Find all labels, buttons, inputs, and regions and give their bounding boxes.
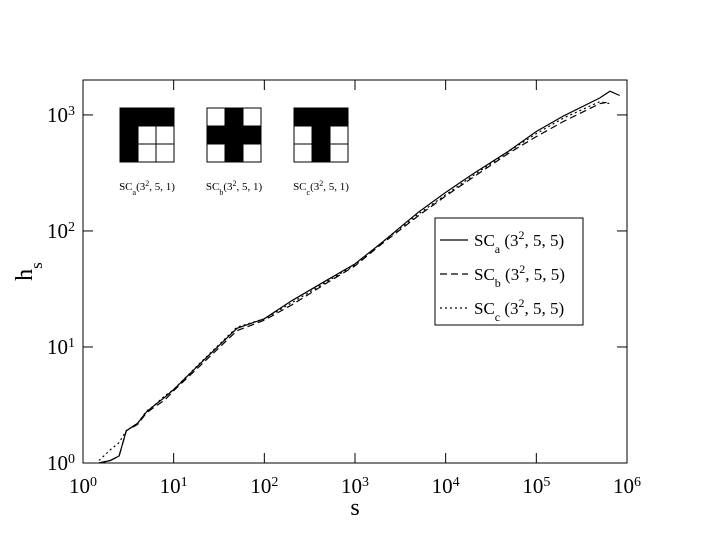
legend-label: SCc (32, 5, 5): [474, 296, 564, 324]
tick-label-exponent: 1: [68, 335, 75, 350]
tick-label: 104: [432, 474, 460, 498]
x-axis-label: s: [350, 495, 359, 521]
legend-label-part: 2: [519, 262, 525, 276]
tick-label-exponent: 0: [90, 475, 97, 490]
legend-label-part: (3: [500, 231, 518, 250]
tick-label-base: 10: [522, 474, 543, 498]
inset-caption-part: 2: [232, 179, 236, 188]
inset-caption: SCb(32, 5, 1): [206, 179, 263, 197]
legend-label-part: a: [495, 242, 501, 256]
y-axis-label-part: s: [27, 262, 46, 269]
inset-caption-part: 2: [145, 179, 149, 188]
legend-label-part: (3: [500, 299, 518, 318]
inset-caption-part: a: [133, 188, 137, 197]
inset-caption-part: , 5, 1): [323, 181, 349, 193]
inset-caption-part: SC: [119, 181, 132, 193]
legend-label-part: (3: [501, 265, 519, 284]
tick-label-base: 10: [47, 103, 68, 127]
tick-label-base: 10: [47, 219, 68, 243]
tick-label-exponent: 5: [543, 475, 550, 490]
legend-box: [434, 217, 584, 326]
series-line: [98, 90, 620, 464]
series-line: [98, 101, 611, 464]
tick-label-base: 10: [69, 474, 90, 498]
tick-label-base: 10: [432, 474, 453, 498]
tick-label: 100: [47, 451, 75, 475]
inset-caption-part: (3: [310, 181, 320, 193]
inset-caption-part: SC: [293, 181, 306, 193]
legend-label-part: c: [495, 310, 500, 324]
tick-label: 100: [69, 474, 97, 498]
tick-label: 101: [47, 335, 75, 359]
legend-label-part: , 5, 5): [525, 265, 565, 284]
inset-caption-part: (3: [223, 181, 233, 193]
tick-label: 105: [522, 474, 550, 498]
tick-label-base: 10: [613, 474, 634, 498]
tick-label: 103: [341, 474, 369, 498]
tick-label-exponent: 1: [181, 475, 188, 490]
inset-caption: SCc(32, 5, 1): [293, 179, 349, 197]
legend-label-part: SC: [474, 299, 495, 318]
tick-label-base: 10: [341, 474, 362, 498]
tick-label-base: 10: [47, 451, 68, 475]
inset-caption-part: c: [307, 188, 311, 197]
tick-label: 102: [47, 219, 75, 243]
tick-label-exponent: 2: [271, 475, 278, 490]
tick-label: 101: [160, 474, 188, 498]
tick-label: 106: [613, 474, 641, 498]
tick-label-base: 10: [250, 474, 271, 498]
legend-label-part: SC: [474, 265, 495, 284]
tick-label-exponent: 3: [68, 103, 75, 118]
legend-label-part: , 5, 5): [525, 299, 565, 318]
tick-label-exponent: 0: [68, 452, 75, 467]
tick-label-base: 10: [160, 474, 181, 498]
legend-label-part: b: [495, 276, 501, 290]
tick-label: 102: [250, 474, 278, 498]
y-axis-label-part: h: [12, 269, 38, 281]
tick-label-exponent: 6: [634, 475, 641, 490]
inset-caption-part: , 5, 1): [149, 181, 175, 193]
inset-caption-part: 2: [319, 179, 323, 188]
inset-a: [119, 107, 175, 163]
inset-caption-part: , 5, 1): [236, 181, 262, 193]
legend-label: SCb (32, 5, 5): [474, 262, 565, 290]
tick-label-exponent: 3: [362, 475, 369, 490]
inset-caption-part: (3: [136, 181, 146, 193]
tick-label-base: 10: [47, 335, 68, 359]
legend-label: SCa (32, 5, 5): [474, 228, 564, 256]
inset-b: [206, 107, 262, 163]
legend-label-part: SC: [474, 231, 495, 250]
tick-label-exponent: 4: [453, 475, 460, 490]
y-axis-label: hs: [12, 262, 46, 281]
legend-label-part: , 5, 5): [525, 231, 565, 250]
x-axis-label-part: s: [350, 495, 359, 521]
tick-label: 103: [47, 103, 75, 127]
legend-label-part: 2: [519, 296, 525, 310]
inset-c: [293, 107, 349, 163]
inset-caption-part: b: [219, 188, 223, 197]
legend-label-part: 2: [519, 228, 525, 242]
tick-label-exponent: 2: [68, 219, 75, 234]
inset-caption-part: SC: [206, 181, 219, 193]
inset-caption: SCa(32, 5, 1): [119, 179, 175, 197]
